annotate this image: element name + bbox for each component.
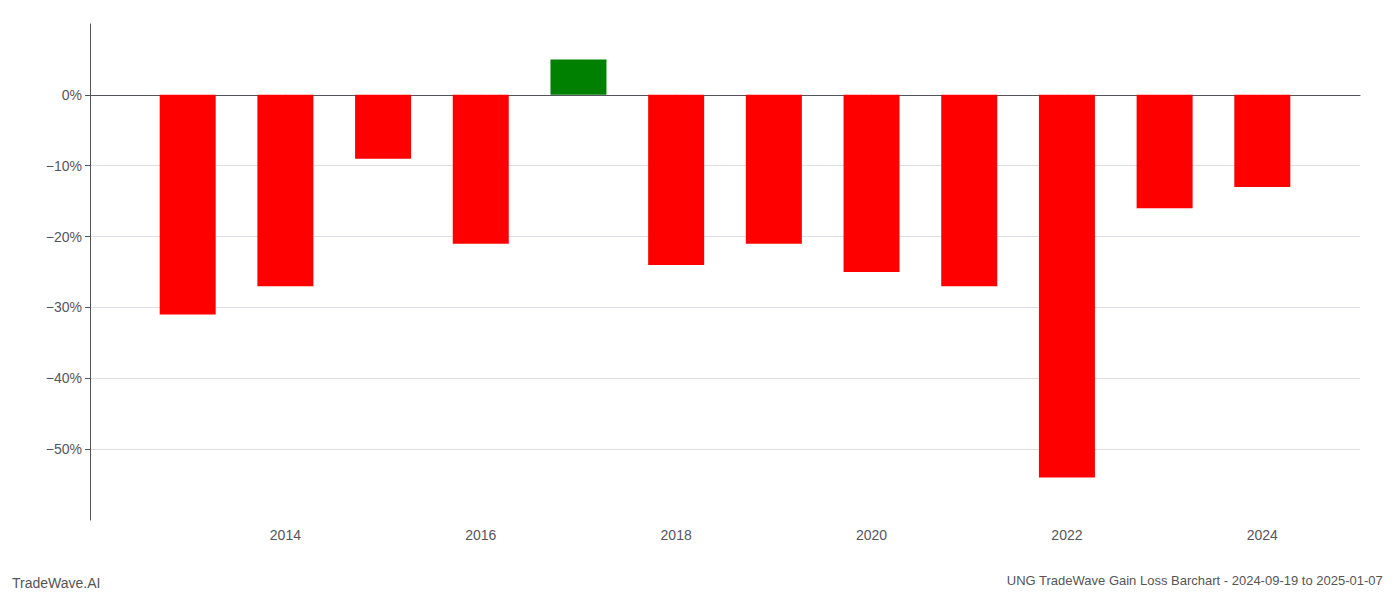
svg-text:2014: 2014 (270, 527, 301, 543)
svg-text:−20%: −20% (46, 229, 82, 245)
svg-text:2016: 2016 (465, 527, 496, 543)
svg-text:−50%: −50% (46, 441, 82, 457)
svg-text:0%: 0% (62, 87, 82, 103)
svg-text:2020: 2020 (856, 527, 887, 543)
svg-text:TradeWave.AI: TradeWave.AI (12, 575, 100, 591)
svg-text:−40%: −40% (46, 370, 82, 386)
svg-text:−30%: −30% (46, 299, 82, 315)
svg-text:2022: 2022 (1051, 527, 1082, 543)
svg-text:UNG TradeWave Gain Loss Barcha: UNG TradeWave Gain Loss Barchart - 2024-… (1007, 573, 1383, 588)
svg-text:2024: 2024 (1247, 527, 1278, 543)
svg-text:−10%: −10% (46, 158, 82, 174)
svg-text:2018: 2018 (661, 527, 692, 543)
